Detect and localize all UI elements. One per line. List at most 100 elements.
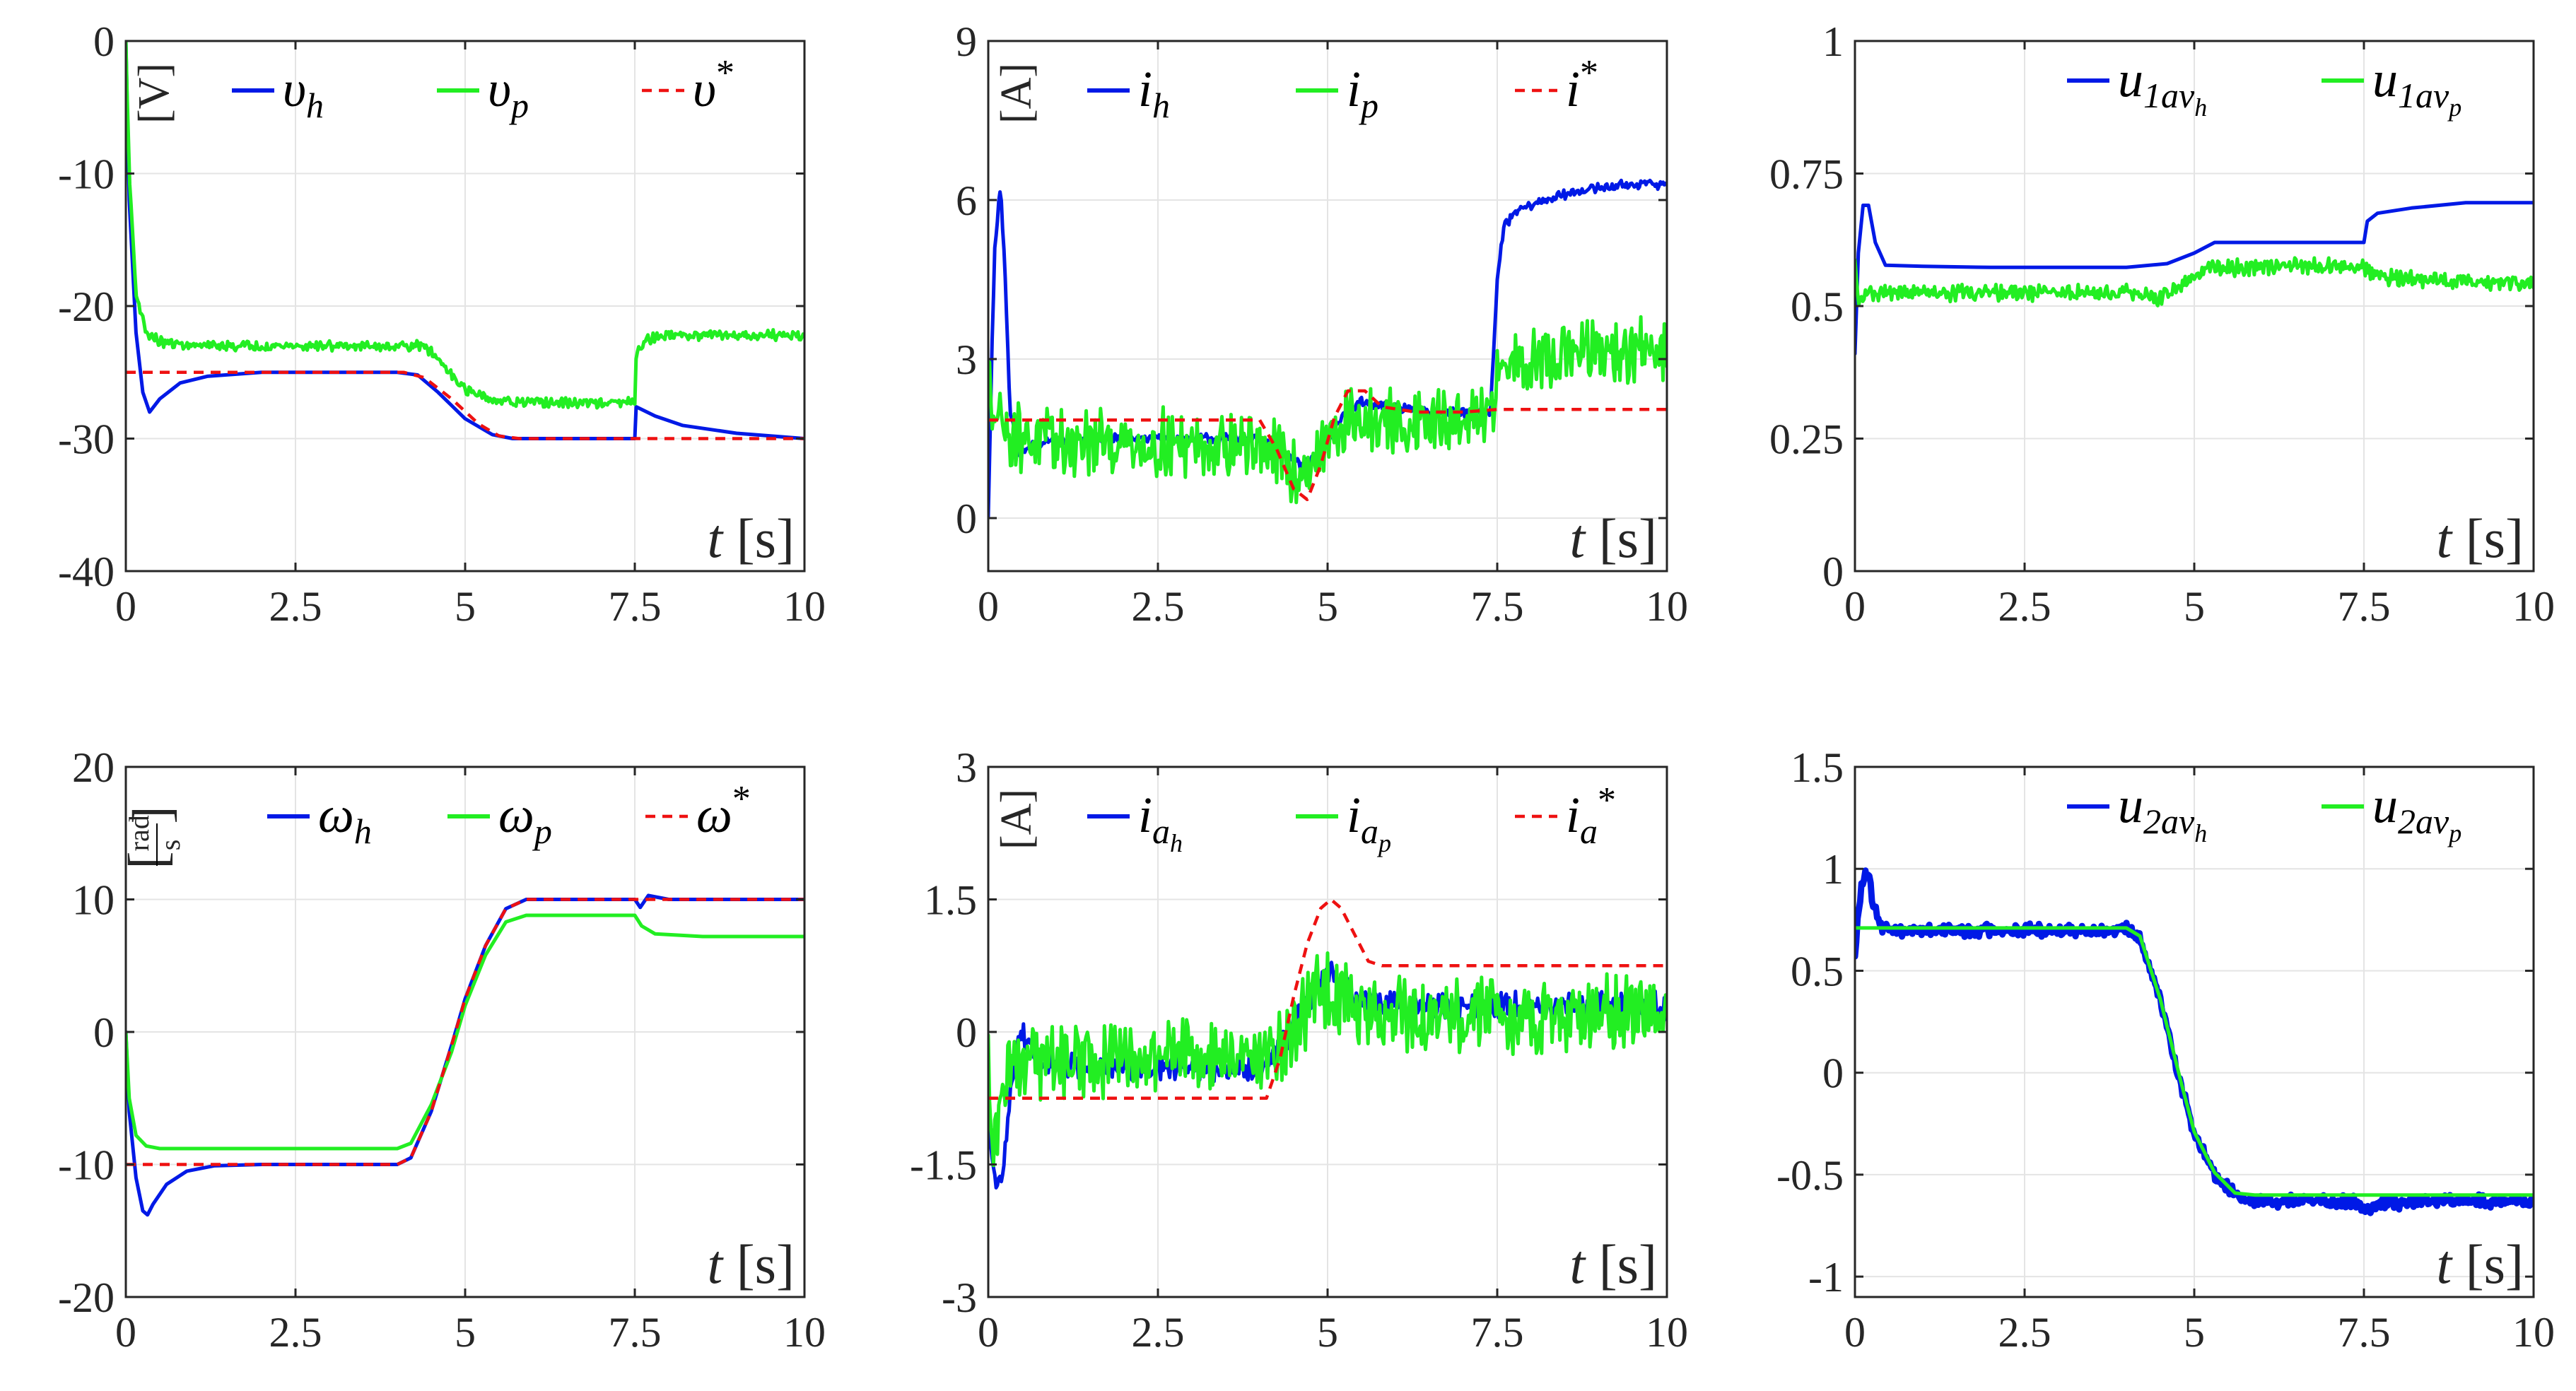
y-tick-label: 6 [956, 177, 977, 224]
legend-label-1: u1avp [2372, 51, 2461, 122]
x-tick-label: 5 [455, 1309, 476, 1356]
x-tick-label: 0 [978, 583, 999, 630]
y-tick-label: -3 [942, 1274, 977, 1321]
series-group [126, 893, 804, 1217]
y-tick-label: -10 [58, 1142, 115, 1189]
y-tick-label: 0.5 [1791, 948, 1844, 994]
y-tick-label: 1.5 [924, 877, 977, 924]
y-tick-label: 0 [93, 18, 115, 65]
series-line-p [126, 913, 804, 1151]
legend-label-0: u1avh [2118, 51, 2207, 122]
y-tick-label: 0 [956, 495, 977, 542]
x-tick-label: 2.5 [1132, 1309, 1185, 1356]
y-tick-label: -1.5 [910, 1142, 977, 1189]
legend-label-1: ip [1347, 61, 1378, 125]
x-tick-label: 7.5 [609, 583, 662, 630]
y-tick-label: 0 [1822, 1050, 1844, 1097]
legend-label-1: u2avp [2372, 777, 2461, 847]
x-tick-label: 2.5 [269, 1309, 322, 1356]
panel-voltage: 0 2.5 5 7.5 10 0 -10 -20 -30 -40 [V] υh υp υ* t [s] [58, 18, 826, 630]
series-line-h [126, 893, 804, 1217]
x-tick-label: 5 [2184, 1309, 2205, 1356]
legend-label-2: ω* [696, 779, 751, 843]
x-tick-label: 0 [115, 583, 136, 630]
x-tick-label: 7.5 [609, 1309, 662, 1356]
y-tick-label: 0.75 [1769, 151, 1844, 198]
series-line-ref [988, 898, 1667, 1101]
series-line-h [126, 41, 804, 440]
legend-label-0: υh [283, 61, 324, 125]
series-line-p [1855, 926, 2534, 1197]
legend-label-2: i* [1566, 53, 1598, 117]
y-tick-label: -0.5 [1776, 1152, 1844, 1199]
legend-label-0: u2avh [2118, 777, 2207, 847]
series-line-p [988, 951, 1667, 1168]
x-tick-label: 5 [1317, 583, 1338, 630]
x-tick-label: 5 [2184, 583, 2205, 630]
series-line-p [1855, 256, 2534, 307]
series-line-ref [988, 389, 1667, 502]
x-axis-label: t [s] [708, 507, 795, 569]
panel-current-a: 0 2.5 5 7.5 10 3 1.5 0 -1.5 -3 [A] iah iap ia* t [s] [910, 744, 1688, 1356]
y-tick-label: -1 [1808, 1254, 1844, 1301]
y-tick-label: 0 [1822, 548, 1844, 595]
x-axis-label: t [s] [708, 1233, 795, 1295]
x-tick-label: 0 [1844, 1309, 1866, 1356]
y-tick-label: 0.25 [1769, 416, 1844, 463]
series-line-p [126, 41, 804, 410]
series-group [988, 178, 1667, 518]
y-tick-label: -10 [58, 151, 115, 198]
y-tick-label: 10 [72, 877, 115, 924]
x-axis-label: t [s] [2437, 507, 2524, 569]
x-tick-label: 5 [1317, 1309, 1338, 1356]
x-tick-label: 10 [2512, 1309, 2555, 1356]
panel-u1: 0 2.5 5 7.5 10 1 0.75 0.5 0.25 0 u1avh u1avp t [s] [1769, 18, 2555, 630]
y-tick-label: -20 [58, 1274, 115, 1321]
x-tick-label: 10 [783, 1309, 826, 1356]
y-tick-label: -40 [58, 548, 115, 595]
x-axis-label: t [s] [1570, 507, 1657, 569]
x-tick-label: 10 [2512, 583, 2555, 630]
y-tick-label: 9 [956, 18, 977, 65]
y-tick-label: 20 [72, 744, 115, 791]
x-tick-label: 7.5 [2338, 583, 2391, 630]
series-group [1855, 201, 2534, 356]
y-tick-label: -30 [58, 416, 115, 463]
y-unit-label: [V] [130, 63, 178, 124]
x-axis-label: t [s] [1570, 1233, 1657, 1295]
series-group [988, 898, 1667, 1190]
legend-label-0: ωh [318, 787, 372, 851]
x-tick-label: 10 [1646, 583, 1688, 630]
y-tick-label: 0 [956, 1009, 977, 1056]
y-tick-label: 1 [1822, 18, 1844, 65]
y-tick-label: 0 [93, 1009, 115, 1056]
x-tick-label: 2.5 [269, 583, 322, 630]
series-line-p [988, 315, 1667, 505]
x-tick-label: 0 [115, 1309, 136, 1356]
legend-label-2: υ* [693, 53, 734, 117]
x-tick-label: 2.5 [1132, 583, 1185, 630]
legend-label-0: ih [1138, 61, 1170, 125]
legend-label-1: ωp [498, 787, 552, 851]
x-tick-label: 0 [1844, 583, 1866, 630]
x-tick-label: 7.5 [1471, 1309, 1524, 1356]
legend-label-1: iap [1347, 787, 1391, 857]
y-tick-label: 3 [956, 744, 977, 791]
y-tick-label: 1.5 [1791, 744, 1844, 791]
series-line-h [1855, 201, 2534, 356]
y-tick-label: -20 [58, 283, 115, 330]
y-tick-label: 1 [1822, 846, 1844, 893]
series-group [1855, 867, 2534, 1216]
legend-label-0: iah [1138, 787, 1183, 857]
panel-u2: 0 2.5 5 7.5 10 1.5 1 0.5 0 -0.5 -1 u2avh u2avp t [s] [1776, 744, 2555, 1356]
x-tick-label: 2.5 [1998, 583, 2051, 630]
panel-omega: 0 2.5 5 7.5 10 20 10 0 -10 -20 [rads] ωh ωp ω* t [s] [58, 744, 826, 1356]
series-line-ref [126, 370, 804, 440]
x-tick-label: 7.5 [1471, 583, 1524, 630]
legend-label-2: ia* [1566, 780, 1616, 851]
x-tick-label: 10 [783, 583, 826, 630]
x-tick-label: 2.5 [1998, 1309, 2051, 1356]
series-group [126, 41, 804, 440]
